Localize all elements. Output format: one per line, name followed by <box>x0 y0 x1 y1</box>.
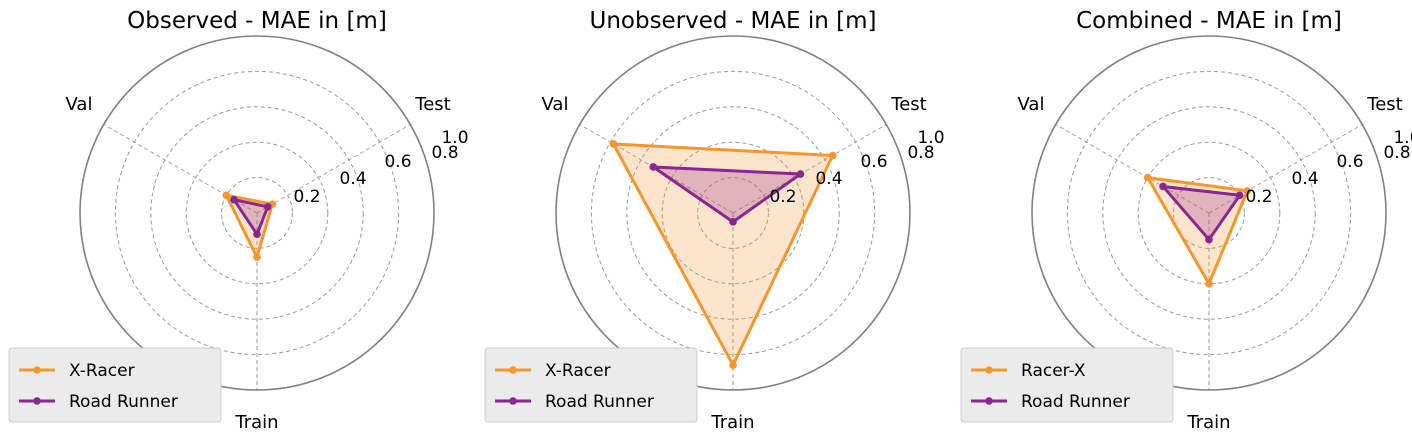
tick-label: 1.0 <box>917 128 944 148</box>
data-point <box>1159 182 1167 191</box>
data-point <box>1205 280 1213 288</box>
series-fill <box>1163 186 1240 240</box>
axis-spoke <box>579 124 734 214</box>
legend-label: Racer-X <box>1021 361 1086 381</box>
grid-circle <box>1066 70 1352 356</box>
axis-label: Test <box>414 94 450 115</box>
legend-box <box>8 347 222 423</box>
tick-label: 0.6 <box>384 152 411 172</box>
data-point <box>729 218 737 226</box>
chart-title: Unobserved - MAE in [m] <box>589 8 876 34</box>
axis-spoke <box>732 124 887 214</box>
legend: X-Racer Road Runner <box>484 347 698 423</box>
chart-title: Combined - MAE in [m] <box>1076 8 1342 34</box>
tick-label: 1.0 <box>441 128 468 148</box>
data-point <box>230 195 238 204</box>
axis-label: Val <box>66 94 93 115</box>
axis-label: Train <box>234 412 278 433</box>
axis-label: Train <box>710 412 754 433</box>
legend-label: X-Racer <box>545 361 611 381</box>
tick-label: 0.8 <box>1383 143 1410 163</box>
grid-circle <box>221 177 293 249</box>
axis-spoke <box>1208 124 1363 214</box>
data-point <box>253 253 261 262</box>
grid-circle <box>114 70 400 356</box>
outer-circle <box>79 35 435 391</box>
series-fill <box>653 166 801 222</box>
legend-box <box>484 347 698 423</box>
series-fill <box>613 143 833 366</box>
grid-circle <box>1102 106 1316 320</box>
grid-circle <box>626 106 840 320</box>
data-point <box>1243 187 1252 195</box>
legend-marker <box>509 397 517 405</box>
data-point <box>1143 173 1152 182</box>
radar-chart-3: Combined - MAE in [m] 0.2 0.4 0.6 0.81.0 Test… <box>960 8 1412 433</box>
tick-label: 0.4 <box>815 169 842 189</box>
grid-circle <box>590 70 876 356</box>
legend-marker <box>985 366 993 374</box>
axis-label: Test <box>1366 94 1402 115</box>
tick-label: 0.4 <box>1291 169 1318 189</box>
data-point <box>828 151 837 160</box>
radar-chart-1: Observed - MAE in [m] 0.2 0.4 0.6 0.81.0 Test… <box>8 8 469 433</box>
grid-circle <box>1137 141 1281 285</box>
tick-label: 0.8 <box>431 143 458 163</box>
axis-label: Val <box>542 94 569 115</box>
legend-label: X-Racer <box>69 361 135 381</box>
data-point <box>222 191 231 200</box>
axis-label: Train <box>1186 412 1230 433</box>
data-point <box>729 361 737 370</box>
series-line <box>224 193 274 259</box>
legend-marker <box>985 397 993 405</box>
tick-label: 0.8 <box>907 143 934 163</box>
axis-label: Val <box>1018 94 1045 115</box>
axis-spoke <box>256 124 411 214</box>
data-point <box>609 140 618 148</box>
series-fill <box>1147 177 1248 284</box>
legend: Racer-X Road Runner <box>960 347 1174 423</box>
legend-label: Road Runner <box>1021 392 1130 412</box>
data-point <box>796 170 805 178</box>
data-point <box>253 230 261 239</box>
legend-label: Road Runner <box>69 392 178 412</box>
chart-title: Observed - MAE in [m] <box>127 8 387 34</box>
legend-box <box>960 347 1174 423</box>
tick-label: 0.6 <box>1336 152 1363 172</box>
grid-circle <box>150 106 364 320</box>
series-line <box>1161 184 1242 242</box>
series-line <box>611 142 835 367</box>
data-point <box>1235 191 1244 200</box>
series-line <box>232 198 270 236</box>
axis-label: Test <box>890 94 926 115</box>
tick-label: 1.0 <box>1393 128 1412 148</box>
tick-label: 0.4 <box>339 169 366 189</box>
data-point <box>263 203 272 211</box>
tick-label: 0.2 <box>293 187 320 207</box>
series-line <box>651 165 802 224</box>
legend-marker <box>509 366 517 374</box>
data-point <box>1205 235 1213 244</box>
legend-marker <box>33 397 41 405</box>
outer-circle <box>1031 35 1387 391</box>
tick-label: 0.6 <box>860 152 887 172</box>
series-line <box>1146 176 1249 286</box>
grid-circle <box>1173 177 1245 249</box>
legend: X-Racer Road Runner <box>8 347 222 423</box>
outer-circle <box>555 35 911 391</box>
legend-label: Road Runner <box>545 392 654 412</box>
radar-chart-2: Unobserved - MAE in [m] 0.2 0.4 0.6 0.81.0 Te… <box>484 8 945 433</box>
tick-label: 0.2 <box>1245 187 1272 207</box>
data-point <box>649 163 658 171</box>
grid-circle <box>185 141 329 285</box>
grid-circle <box>697 177 769 249</box>
tick-label: 0.2 <box>769 187 796 207</box>
legend-marker <box>33 366 41 374</box>
axis-spoke <box>1055 124 1210 214</box>
